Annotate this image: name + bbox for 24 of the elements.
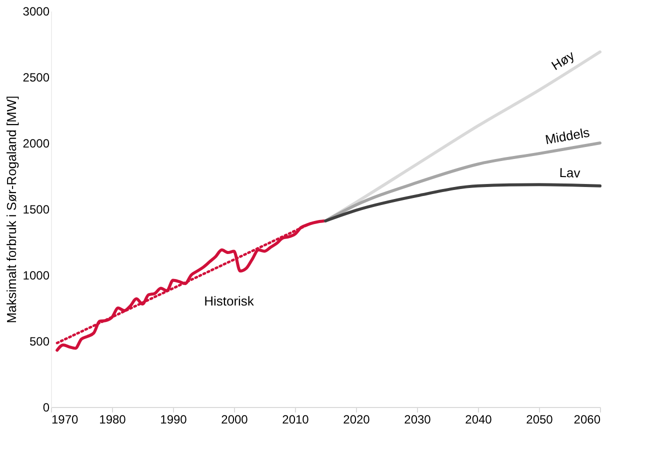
y-tick-label: 1000 xyxy=(22,268,50,282)
x-tick-label: 1980 xyxy=(99,412,126,426)
text: Middels xyxy=(544,124,592,148)
y-tick-label: 2500 xyxy=(22,70,50,84)
y-axis-title: Maksimalt forbruk i Sør-Rogaland [MW] xyxy=(4,96,19,324)
x-tick-label: 1970 xyxy=(52,412,79,426)
x-tick-label: 2020 xyxy=(343,412,370,426)
x-tick-label: 2060 xyxy=(574,412,601,426)
x-tick-label: 2030 xyxy=(404,412,432,426)
x-tick-label: 2000 xyxy=(221,412,248,426)
y-tick-label: 1500 xyxy=(22,202,50,216)
y-tick-label: 500 xyxy=(29,334,50,348)
series-label: Historisk xyxy=(204,294,254,309)
y-tick-label: 2000 xyxy=(22,136,50,150)
x-tick-label: 1990 xyxy=(160,412,188,426)
text: Høy xyxy=(548,48,578,74)
line-series xyxy=(324,50,602,222)
y-tick-label: 3000 xyxy=(22,4,50,18)
y-tick-label: 0 xyxy=(42,400,50,414)
x-tick-label: 2010 xyxy=(282,412,310,426)
x-tick-label: 2040 xyxy=(465,412,492,426)
line-series xyxy=(324,183,602,222)
x-tick-label: 2050 xyxy=(526,412,554,426)
series-label: Lav xyxy=(559,165,581,180)
